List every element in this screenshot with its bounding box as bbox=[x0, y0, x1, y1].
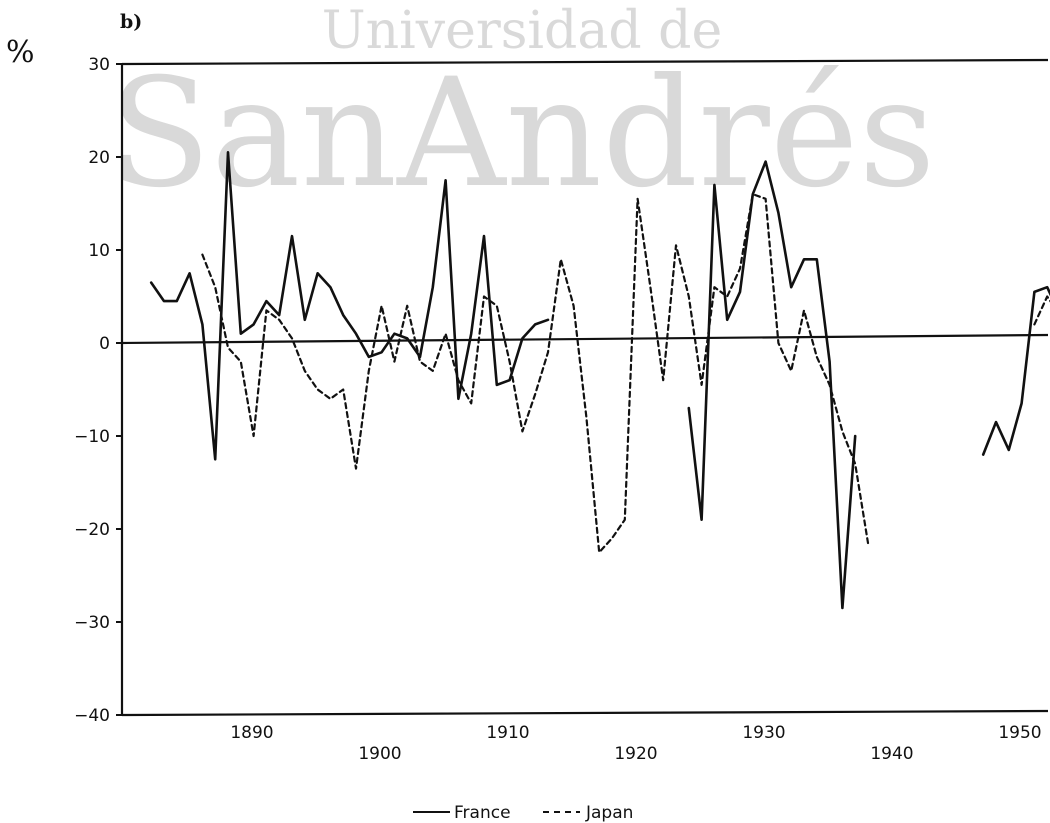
series-france-line bbox=[981, 285, 1050, 456]
series-france-line bbox=[687, 160, 857, 610]
series-lines bbox=[149, 151, 1050, 610]
watermark-line1: Universidad de bbox=[322, 1, 722, 61]
watermark: Universidad de SanAndrés bbox=[108, 1, 935, 221]
top-frame-line bbox=[121, 58, 1049, 66]
y-unit-label: % bbox=[6, 35, 35, 70]
y-tick-label: 10 bbox=[88, 241, 110, 261]
x-tick-label: 1900 bbox=[358, 744, 401, 764]
y-tick-label: −40 bbox=[74, 706, 110, 726]
y-tick-label: −20 bbox=[74, 520, 110, 540]
legend: France Japan bbox=[413, 803, 633, 823]
series-france-line bbox=[149, 151, 550, 461]
legend-france-label: France bbox=[454, 803, 511, 823]
series-japan-line bbox=[201, 193, 870, 554]
x-axis-line bbox=[121, 709, 1049, 717]
x-tick-label: 1920 bbox=[614, 744, 657, 764]
x-tick-label: 1940 bbox=[870, 744, 913, 764]
x-tick-label: 1950 bbox=[998, 723, 1041, 743]
y-tick-label: −10 bbox=[74, 427, 110, 447]
zero-line bbox=[121, 333, 1049, 345]
watermark-line2: SanAndrés bbox=[108, 47, 935, 221]
axes: 3020100−10−20−30−40189019101930195019701… bbox=[74, 55, 1049, 764]
legend-japan-label: Japan bbox=[585, 803, 633, 823]
y-tick-label: 20 bbox=[88, 148, 110, 168]
y-tick-label: 30 bbox=[88, 55, 110, 75]
y-tick-label: −30 bbox=[74, 613, 110, 633]
x-tick-label: 1890 bbox=[230, 723, 273, 743]
panel-label: b) bbox=[120, 11, 142, 33]
x-tick-label: 1910 bbox=[486, 723, 529, 743]
x-tick-label: 1930 bbox=[742, 723, 785, 743]
y-tick-label: 0 bbox=[99, 334, 110, 354]
